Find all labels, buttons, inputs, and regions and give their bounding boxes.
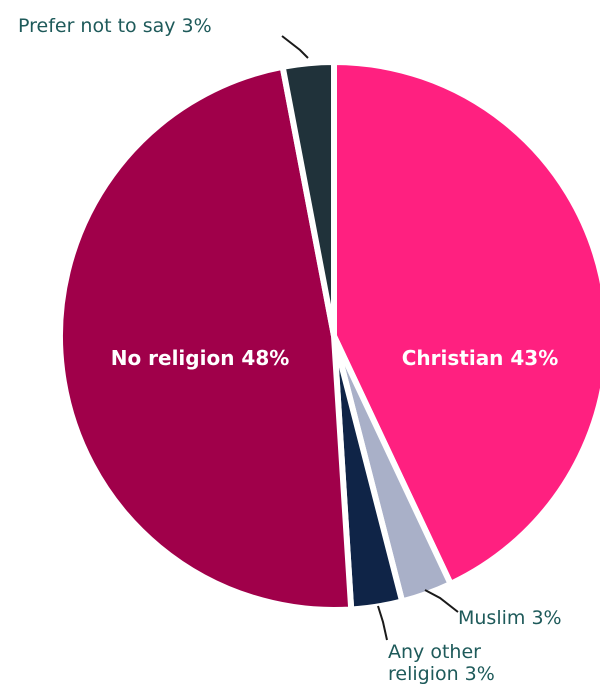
label-christian: Christian 43% xyxy=(402,346,559,370)
label-prefer-not: Prefer not to say 3% xyxy=(18,15,212,37)
slice-no-religion xyxy=(57,63,355,613)
leader-line-prefer-not xyxy=(281,35,309,59)
leader-line-muslim xyxy=(424,589,459,613)
label-muslim: Muslim 3% xyxy=(458,607,562,629)
leader-line-any-other xyxy=(377,605,388,641)
label-any-other-line-1: Any other xyxy=(388,641,481,663)
label-no-religion: No religion 48% xyxy=(111,346,290,370)
label-any-other-line-2: religion 3% xyxy=(388,663,495,685)
slice-prefer-not-to-say xyxy=(279,59,337,339)
slice-christian xyxy=(331,59,600,587)
pie-slices xyxy=(57,59,600,613)
